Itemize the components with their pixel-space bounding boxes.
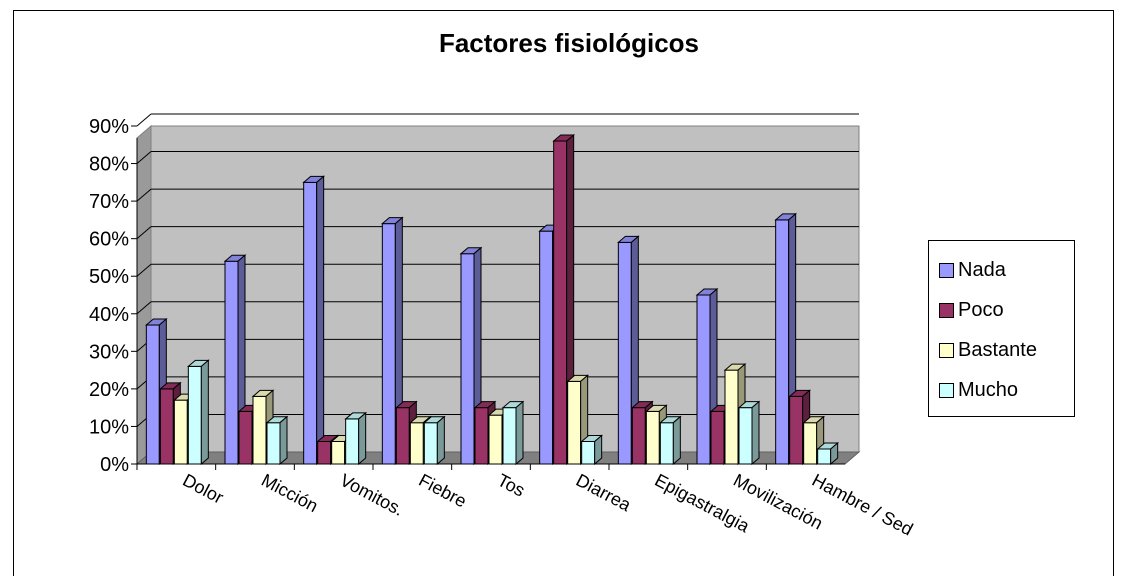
bar bbox=[539, 230, 554, 465]
legend-item-poco: Poco bbox=[939, 299, 1004, 321]
y-tick-label: 40% bbox=[89, 304, 129, 326]
y-tick-label: 80% bbox=[89, 154, 129, 176]
bar bbox=[803, 422, 818, 465]
bar bbox=[567, 380, 582, 465]
bar-side bbox=[316, 175, 325, 466]
bar bbox=[581, 440, 596, 465]
bar bbox=[502, 407, 517, 465]
legend-item-nada: Nada bbox=[939, 259, 1006, 281]
bar bbox=[173, 399, 188, 465]
x-tick-label: Hambre / Sed bbox=[809, 470, 916, 540]
chart-title: Factores fisiológicos bbox=[438, 28, 700, 58]
bar bbox=[252, 395, 267, 465]
bar bbox=[659, 422, 674, 465]
bar bbox=[460, 253, 475, 465]
bar bbox=[710, 410, 725, 465]
bar bbox=[775, 219, 790, 465]
bars bbox=[144, 133, 840, 466]
bar bbox=[317, 440, 332, 465]
y-tick-label: 30% bbox=[89, 341, 129, 363]
bar bbox=[224, 260, 239, 465]
bar-side bbox=[358, 411, 367, 466]
legend-swatch bbox=[939, 342, 954, 358]
bar bbox=[789, 395, 804, 465]
x-tick-label: Diarrea bbox=[573, 470, 635, 516]
x-tick-label: Micción bbox=[258, 470, 321, 516]
legend-swatch bbox=[939, 262, 954, 278]
bar bbox=[145, 324, 160, 465]
x-tick-label: Tos bbox=[494, 470, 528, 501]
legend-swatch bbox=[939, 302, 954, 318]
x-tick-label: Dolor bbox=[179, 470, 226, 508]
bar bbox=[266, 422, 281, 465]
bar bbox=[724, 369, 739, 465]
bar bbox=[817, 448, 832, 465]
bar-side bbox=[200, 359, 209, 466]
legend-swatch bbox=[939, 382, 954, 398]
bar-side bbox=[279, 415, 288, 466]
gridline-side bbox=[136, 226, 152, 240]
bar bbox=[381, 223, 396, 465]
bar bbox=[617, 241, 632, 465]
bar bbox=[631, 407, 646, 465]
bar bbox=[488, 414, 503, 465]
bar-side bbox=[594, 434, 603, 466]
y-tick-label: 60% bbox=[89, 229, 129, 251]
y-tick-label: 10% bbox=[89, 416, 129, 438]
bar bbox=[553, 140, 568, 465]
bar bbox=[409, 422, 424, 465]
gridline-side bbox=[136, 263, 152, 277]
legend-label: Bastante bbox=[958, 338, 1037, 361]
legend-label: Poco bbox=[958, 298, 1004, 321]
legend-label: Nada bbox=[958, 258, 1006, 281]
bar bbox=[395, 407, 410, 465]
bar bbox=[696, 294, 711, 465]
gridline-side bbox=[136, 301, 152, 315]
x-tick-label: Fiebre bbox=[415, 470, 469, 512]
y-tick-label: 20% bbox=[89, 379, 129, 401]
legend-item-bastante: Bastante bbox=[939, 339, 1037, 361]
bar bbox=[187, 365, 202, 465]
bar-side bbox=[672, 415, 681, 466]
legend-item-mucho: Mucho bbox=[939, 379, 1018, 401]
bar-side bbox=[751, 400, 760, 466]
legend: Nada Poco Bastante Mucho bbox=[928, 240, 1075, 417]
x-tick-label: Vomitos. bbox=[337, 470, 407, 520]
bar bbox=[738, 407, 753, 465]
gridline-side bbox=[136, 113, 152, 127]
bar bbox=[474, 407, 489, 465]
y-tick-label: 90% bbox=[89, 116, 129, 138]
bar bbox=[303, 181, 318, 465]
bar bbox=[159, 388, 174, 465]
bar bbox=[423, 422, 438, 465]
bar bbox=[345, 418, 360, 465]
bar bbox=[645, 410, 660, 465]
bar-side bbox=[830, 441, 839, 466]
gridline-side bbox=[136, 151, 152, 164]
gridline-side bbox=[136, 188, 152, 202]
bar-side bbox=[515, 400, 524, 466]
y-tick-label: 0% bbox=[100, 454, 129, 476]
y-tick-label: 50% bbox=[89, 266, 129, 288]
bar-side bbox=[436, 415, 445, 466]
bar bbox=[331, 440, 346, 465]
bar bbox=[238, 410, 253, 465]
y-tick-label: 70% bbox=[89, 191, 129, 213]
category-axis: Dolor Micción Vomitos. Fiebre Tos Diarrea Epig… bbox=[136, 464, 916, 540]
legend-label: Mucho bbox=[958, 378, 1019, 401]
